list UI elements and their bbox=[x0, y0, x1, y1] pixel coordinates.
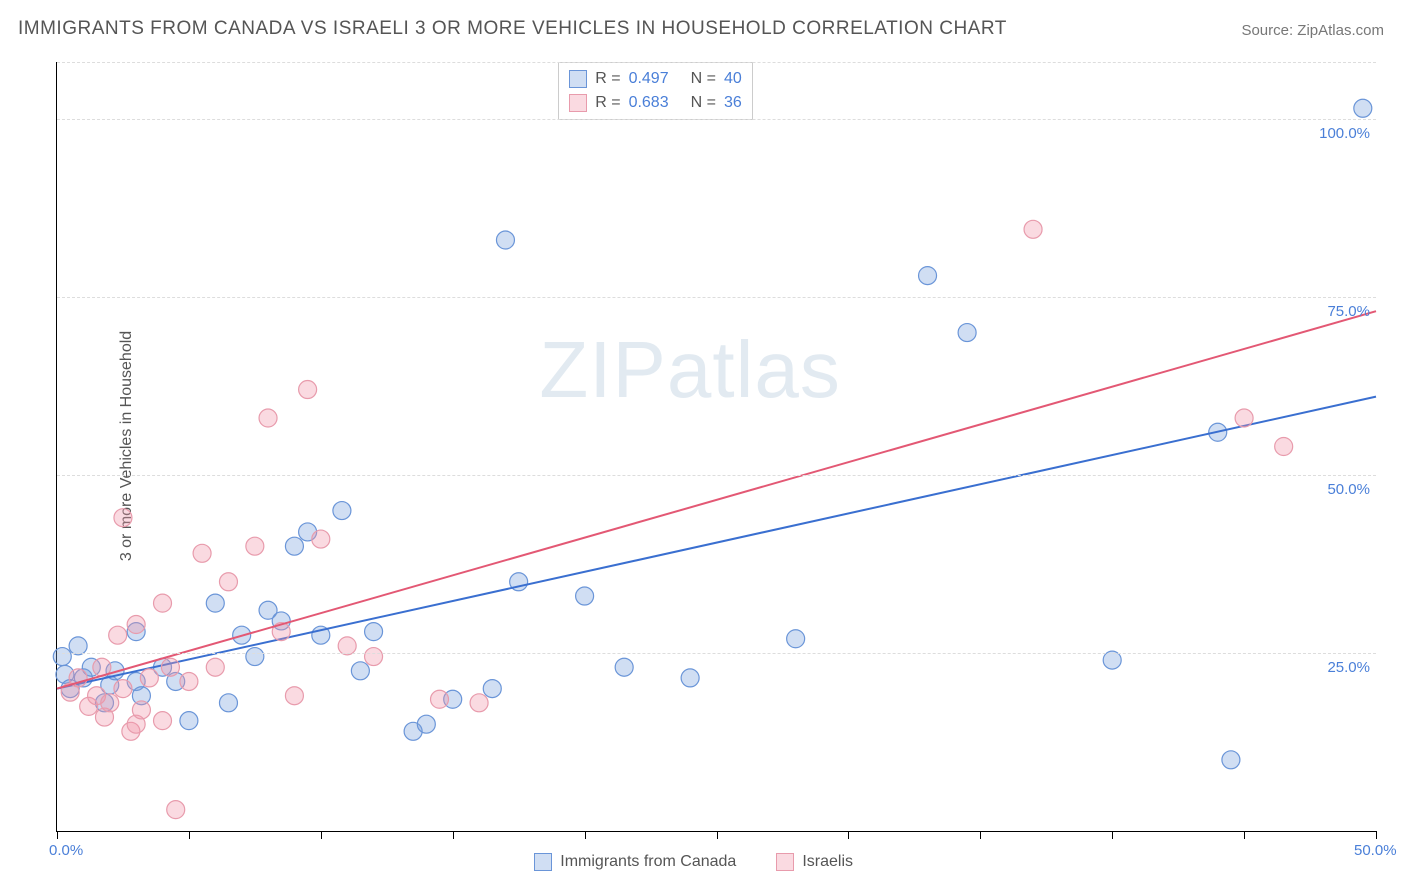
data-point bbox=[496, 231, 514, 249]
legend-r-value: 0.683 bbox=[629, 91, 669, 115]
data-point bbox=[285, 537, 303, 555]
data-point bbox=[127, 616, 145, 634]
x-tick bbox=[717, 831, 718, 839]
data-point bbox=[101, 694, 119, 712]
data-point bbox=[615, 658, 633, 676]
data-point bbox=[470, 694, 488, 712]
data-point bbox=[285, 687, 303, 705]
y-tick-label: 25.0% bbox=[1327, 659, 1370, 676]
data-point bbox=[1024, 220, 1042, 238]
data-point bbox=[1275, 438, 1293, 456]
data-point bbox=[919, 267, 937, 285]
x-tick bbox=[980, 831, 981, 839]
data-point bbox=[180, 672, 198, 690]
legend-stats-row: R = 0.683 N = 36 bbox=[569, 91, 742, 115]
data-point bbox=[219, 573, 237, 591]
legend-swatch bbox=[569, 94, 587, 112]
data-point bbox=[206, 658, 224, 676]
x-tick-label: 0.0% bbox=[49, 842, 83, 859]
legend-r-value: 0.497 bbox=[629, 67, 669, 91]
source-label: Source: ZipAtlas.com bbox=[1241, 22, 1384, 39]
data-point bbox=[483, 680, 501, 698]
legend-series-label: Immigrants from Canada bbox=[560, 850, 736, 874]
grid-line bbox=[57, 475, 1376, 476]
legend-swatch bbox=[569, 70, 587, 88]
data-point bbox=[351, 662, 369, 680]
data-point bbox=[417, 715, 435, 733]
chart-title: IMMIGRANTS FROM CANADA VS ISRAELI 3 OR M… bbox=[18, 18, 1007, 40]
data-point bbox=[246, 537, 264, 555]
grid-line bbox=[57, 119, 1376, 120]
data-point bbox=[299, 381, 317, 399]
legend-n-label: N = bbox=[691, 91, 716, 115]
legend-r-label: R = bbox=[595, 67, 620, 91]
data-point bbox=[365, 623, 383, 641]
data-point bbox=[576, 587, 594, 605]
data-point bbox=[114, 680, 132, 698]
legend-swatch bbox=[776, 853, 794, 871]
legend-r-label: R = bbox=[595, 91, 620, 115]
x-tick-label: 50.0% bbox=[1354, 842, 1397, 859]
data-point bbox=[167, 801, 185, 819]
data-point bbox=[219, 694, 237, 712]
legend-series: Immigrants from Canada Israelis bbox=[534, 850, 853, 874]
data-point bbox=[161, 658, 179, 676]
grid-line bbox=[57, 62, 1376, 63]
grid-line bbox=[57, 653, 1376, 654]
legend-swatch bbox=[534, 853, 552, 871]
data-point bbox=[154, 594, 172, 612]
data-point bbox=[206, 594, 224, 612]
legend-series-item: Immigrants from Canada bbox=[534, 850, 736, 874]
data-point bbox=[154, 712, 172, 730]
x-tick bbox=[189, 831, 190, 839]
legend-stats: R = 0.497 N = 40 R = 0.683 N = 36 bbox=[558, 62, 753, 120]
x-tick bbox=[1244, 831, 1245, 839]
y-tick-label: 100.0% bbox=[1319, 125, 1370, 142]
legend-series-item: Israelis bbox=[776, 850, 853, 874]
data-point bbox=[1235, 409, 1253, 427]
trend-line bbox=[57, 311, 1376, 688]
data-point bbox=[312, 530, 330, 548]
data-point bbox=[259, 409, 277, 427]
legend-series-label: Israelis bbox=[802, 850, 853, 874]
data-point bbox=[114, 509, 132, 527]
x-tick bbox=[848, 831, 849, 839]
data-point bbox=[180, 712, 198, 730]
x-tick bbox=[585, 831, 586, 839]
data-point bbox=[365, 648, 383, 666]
data-point bbox=[681, 669, 699, 687]
data-point bbox=[787, 630, 805, 648]
y-tick-label: 75.0% bbox=[1327, 303, 1370, 320]
x-tick bbox=[321, 831, 322, 839]
x-tick bbox=[57, 831, 58, 839]
legend-n-value: 36 bbox=[724, 91, 742, 115]
legend-n-value: 40 bbox=[724, 67, 742, 91]
data-point bbox=[1222, 751, 1240, 769]
x-tick bbox=[1112, 831, 1113, 839]
legend-n-label: N = bbox=[691, 67, 716, 91]
data-point bbox=[431, 690, 449, 708]
data-point bbox=[1354, 99, 1372, 117]
y-tick-label: 50.0% bbox=[1327, 481, 1370, 498]
data-point bbox=[333, 502, 351, 520]
x-tick bbox=[1376, 831, 1377, 839]
data-point bbox=[53, 648, 71, 666]
data-point bbox=[140, 669, 158, 687]
scatter-plot-svg bbox=[57, 62, 1376, 831]
data-point bbox=[193, 544, 211, 562]
plot-area: ZIPatlas R = 0.497N = 40R = 0.683N = 36 … bbox=[56, 62, 1376, 832]
data-point bbox=[958, 324, 976, 342]
data-point bbox=[132, 701, 150, 719]
grid-line bbox=[57, 297, 1376, 298]
data-point bbox=[246, 648, 264, 666]
x-tick bbox=[453, 831, 454, 839]
data-point bbox=[109, 626, 127, 644]
legend-stats-row: R = 0.497 N = 40 bbox=[569, 67, 742, 91]
